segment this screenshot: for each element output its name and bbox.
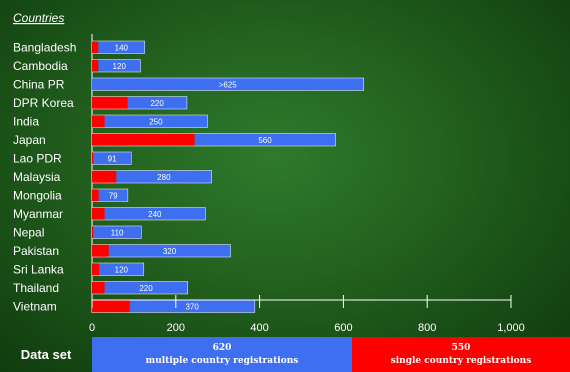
bar-single-pakistan	[92, 244, 109, 257]
bar-label-lao-pdr: 91	[108, 154, 117, 163]
bar-label-dpr-korea: 220	[150, 99, 164, 108]
x-tick-label-5: 1,000	[497, 322, 525, 334]
bar-label-malaysia: 280	[157, 173, 171, 182]
bar-label-cambodia: 120	[113, 62, 127, 71]
x-tick-label-4: 800	[418, 322, 436, 334]
bar-single-malaysia	[92, 170, 117, 183]
legend-multiple-country: 620 multiple country registrations	[92, 337, 352, 372]
bar-multiple-bangladesh	[98, 41, 145, 54]
bar-label-china-pr: >625	[219, 80, 238, 89]
x-axis: 0 200 400 600 800 1,000	[89, 295, 525, 334]
bar-single-nepal	[92, 226, 94, 239]
category-labels: Bangladesh Cambodia China PR DPR Korea India…	[13, 40, 76, 313]
bar-multiple-cambodia	[98, 59, 141, 72]
chart-title: Countries	[13, 11, 64, 25]
category-label-mongolia: Mongolia	[13, 188, 62, 202]
bar-single-mongolia	[92, 189, 99, 202]
bar-multiple-malaysia	[116, 170, 212, 183]
registrations-bar-chart: Countries 140120>62522025056091280792401…	[13, 11, 525, 334]
legend-multiple-value: 620	[212, 343, 232, 353]
category-label-india: India	[13, 114, 39, 128]
category-label-vietnam: Vietnam	[13, 299, 57, 313]
bar-single-japan	[92, 133, 195, 146]
bar-multiple-japan	[194, 133, 336, 146]
bar-multiple-lao-pdr	[93, 152, 131, 165]
data-set-label: Data set	[20, 347, 72, 362]
category-label-nepal: Nepal	[13, 225, 44, 239]
bar-label-bangladesh: 140	[115, 43, 129, 52]
legend-single-text: single country registrations	[390, 356, 532, 366]
category-label-bangladesh: Bangladesh	[13, 40, 76, 54]
bar-single-india	[92, 115, 105, 128]
bar-single-dpr-korea	[92, 96, 128, 109]
bar-multiple-dpr-korea	[127, 96, 187, 109]
bar-multiple-myanmar	[104, 207, 206, 220]
bar-multiple-nepal	[93, 226, 142, 239]
bar-single-myanmar	[92, 207, 105, 220]
x-tick-label-3: 600	[334, 322, 352, 334]
bar-label-sri-lanka: 120	[115, 265, 129, 274]
category-label-pakistan: Pakistan	[13, 244, 59, 258]
bar-multiple-vietnam	[129, 300, 255, 313]
bar-single-vietnam	[92, 300, 130, 313]
category-label-sri-lanka: Sri Lanka	[13, 262, 64, 276]
bar-single-sri-lanka	[92, 263, 100, 276]
category-label-cambodia: Cambodia	[13, 59, 68, 73]
bar-multiple-thailand	[104, 281, 188, 294]
bar-single-thailand	[92, 281, 105, 294]
bar-multiple-mongolia	[98, 189, 128, 202]
bar-label-thailand: 220	[139, 284, 153, 293]
bar-multiple-sri-lanka	[99, 263, 144, 276]
bar-single-lao-pdr	[92, 152, 94, 165]
bar-multiple-pakistan	[108, 244, 231, 257]
category-label-malaysia: Malaysia	[13, 170, 61, 184]
bars-group: 140 120 >625 220 250 560 91 280 79 240 110 320 120 22…	[91, 40, 365, 313]
bar-label-pakistan: 320	[163, 247, 177, 256]
category-label-thailand: Thailand	[13, 281, 59, 295]
bar-multiple-india	[104, 115, 208, 128]
category-label-china-pr: China PR	[13, 77, 65, 91]
x-tick-label-2: 400	[250, 322, 268, 334]
legend-multiple-text: multiple country registrations	[145, 356, 299, 366]
bar-multiple-china-pr	[92, 78, 364, 91]
x-tick-label-1: 200	[167, 322, 185, 334]
bar-single-cambodia	[92, 59, 99, 72]
legend-single-value: 550	[451, 343, 471, 353]
bar-label-myanmar: 240	[148, 210, 162, 219]
bar-label-japan: 560	[258, 136, 272, 145]
legend-single-country: 550 single country registrations	[352, 337, 570, 372]
category-label-myanmar: Myanmar	[13, 207, 63, 221]
bar-label-vietnam: 370	[185, 302, 199, 311]
legend-footer: Data set 620 multiple country registrati…	[0, 337, 570, 372]
bar-label-mongolia: 79	[109, 191, 118, 200]
bar-label-india: 250	[149, 117, 163, 126]
bar-label-nepal: 110	[111, 228, 124, 237]
category-label-lao-pdr: Lao PDR	[13, 151, 62, 165]
bar-single-bangladesh	[92, 41, 99, 54]
x-tick-label-0: 0	[89, 322, 95, 334]
category-label-dpr-korea: DPR Korea	[13, 96, 74, 110]
category-label-japan: Japan	[13, 133, 46, 147]
